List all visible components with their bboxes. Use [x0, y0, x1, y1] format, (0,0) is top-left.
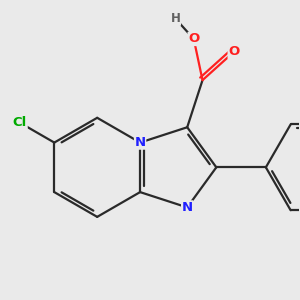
Text: N: N: [134, 136, 146, 149]
Text: H: H: [171, 12, 181, 25]
Text: O: O: [188, 32, 200, 46]
Text: N: N: [182, 201, 193, 214]
Text: O: O: [228, 46, 239, 59]
Text: Cl: Cl: [13, 116, 27, 129]
